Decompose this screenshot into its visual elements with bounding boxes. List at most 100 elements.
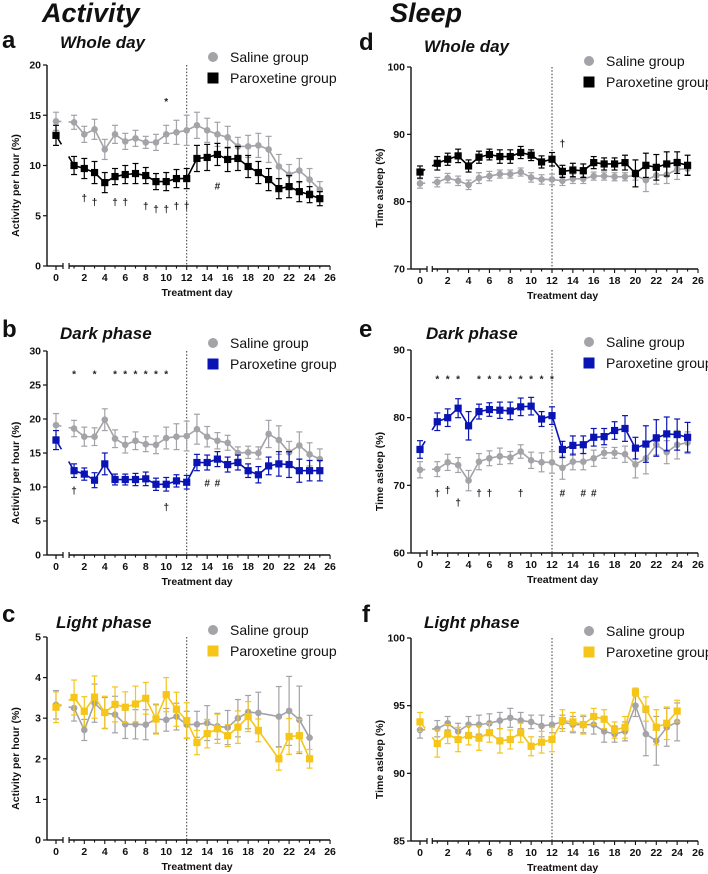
data-point xyxy=(142,171,150,180)
significance-hash: # xyxy=(560,488,566,499)
data-point xyxy=(485,405,494,414)
x-axis-label: Treatment day xyxy=(527,290,598,302)
data-point xyxy=(254,168,262,177)
x-tick-label: 20 xyxy=(630,559,642,571)
data-point xyxy=(496,152,504,161)
significance-star: * xyxy=(134,369,138,380)
data-point xyxy=(548,155,556,163)
legend-marker-circle xyxy=(208,338,218,348)
data-point xyxy=(579,721,587,729)
data-point xyxy=(527,151,535,159)
data-point xyxy=(558,445,567,454)
x-tick-label: 10 xyxy=(160,846,172,858)
section-title-activity: Activity xyxy=(41,0,142,28)
x-tick-label: 18 xyxy=(242,846,254,858)
y-tick-label: 25 xyxy=(29,380,41,392)
significance-dagger: † xyxy=(518,488,524,499)
significance-dagger: † xyxy=(143,202,149,213)
data-point xyxy=(559,464,566,472)
x-tick-label: 10 xyxy=(525,559,537,571)
data-point xyxy=(265,146,272,153)
data-point xyxy=(203,433,211,440)
data-point xyxy=(548,721,556,728)
data-point xyxy=(132,720,139,728)
data-point xyxy=(244,449,252,456)
data-point xyxy=(224,134,231,141)
x-tick-label: 6 xyxy=(486,559,492,571)
series-paroxetine xyxy=(52,124,324,207)
y-tick-label: 95 xyxy=(393,700,405,712)
data-point xyxy=(244,467,252,475)
x-tick-label: 8 xyxy=(507,847,513,859)
x-tick-label: 26 xyxy=(324,272,336,284)
data-point xyxy=(305,755,314,763)
data-point xyxy=(663,160,671,168)
x-tick-label: 20 xyxy=(263,846,275,858)
y-tick-label: 90 xyxy=(393,768,405,780)
data-point xyxy=(444,459,452,466)
y-tick-label: 0 xyxy=(35,261,41,273)
data-point xyxy=(80,164,88,173)
x-tick-label: 4 xyxy=(466,847,472,859)
data-point xyxy=(433,159,441,167)
data-point xyxy=(610,426,619,435)
x-tick-label: 0 xyxy=(53,561,59,573)
data-point xyxy=(131,700,140,708)
data-point xyxy=(416,180,424,187)
x-tick-label: 0 xyxy=(417,559,423,571)
legend-label: Saline group xyxy=(230,49,309,65)
data-point xyxy=(306,176,313,183)
x-tick-label: 18 xyxy=(609,275,621,287)
data-point xyxy=(254,471,262,479)
x-tick-label: 2 xyxy=(445,275,451,287)
data-point xyxy=(454,177,462,185)
significance-hash: # xyxy=(581,488,587,499)
y-tick-label: 80 xyxy=(393,196,405,208)
data-point xyxy=(254,726,262,734)
panel-letter: a xyxy=(2,27,16,54)
data-point xyxy=(131,475,140,484)
data-point xyxy=(275,713,283,720)
data-point xyxy=(464,162,473,170)
x-tick-label: 14 xyxy=(567,847,579,859)
data-point xyxy=(244,143,252,150)
x-tick-label: 2 xyxy=(445,847,451,859)
data-point xyxy=(485,729,494,737)
data-point xyxy=(579,441,587,449)
data-point xyxy=(203,458,211,467)
y-tick-label: 1 xyxy=(35,794,41,806)
data-point xyxy=(316,195,324,203)
y-tick-label: 4 xyxy=(35,672,41,684)
significance-dagger: † xyxy=(163,502,169,513)
x-tick-label: 14 xyxy=(567,275,579,287)
series-paroxetine xyxy=(52,429,324,492)
data-point xyxy=(632,702,639,709)
data-point xyxy=(70,161,78,170)
data-point xyxy=(121,138,129,145)
x-tick-label: 16 xyxy=(588,275,600,287)
significance-star: * xyxy=(540,374,544,385)
panel-title: Light phase xyxy=(424,613,519,632)
data-point xyxy=(193,122,201,129)
y-tick-label: 70 xyxy=(393,264,405,276)
series-saline xyxy=(52,408,324,470)
legend-label: Paroxetine group xyxy=(230,356,337,372)
x-tick-label: 4 xyxy=(466,559,472,571)
data-point xyxy=(234,154,242,163)
data-point xyxy=(673,430,681,439)
data-point xyxy=(444,414,452,422)
data-point xyxy=(600,728,608,735)
data-point xyxy=(506,152,514,161)
data-point xyxy=(91,126,98,133)
x-tick-label: 0 xyxy=(53,272,59,284)
legend: Saline group Paroxetine group xyxy=(583,334,708,371)
data-point xyxy=(454,152,462,160)
data-point xyxy=(600,160,608,168)
y-tick-label: 90 xyxy=(393,345,405,357)
data-point xyxy=(548,412,556,420)
x-tick-label: 4 xyxy=(466,275,472,287)
data-point xyxy=(101,416,109,423)
data-point xyxy=(631,169,640,177)
